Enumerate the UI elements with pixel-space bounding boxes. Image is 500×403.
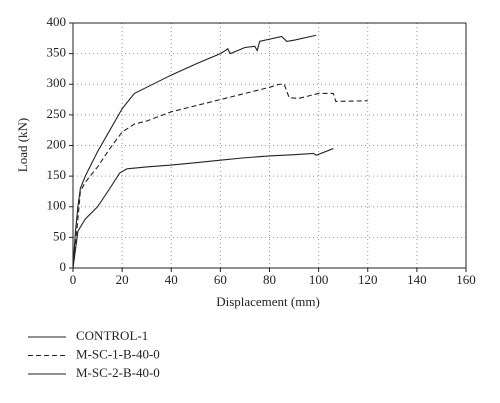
x-tick-label: 40	[165, 272, 178, 287]
x-axis-label: Displacement (mm)	[216, 294, 320, 309]
y-tick-label: 250	[47, 106, 67, 121]
series-line	[72, 148, 334, 269]
x-tick-label: 0	[70, 272, 77, 287]
plot-frame	[72, 22, 467, 269]
legend-label: M-SC-2-B-40-0	[76, 365, 160, 380]
x-tick-label: 120	[358, 272, 378, 287]
legend-label: CONTROL-1	[76, 328, 148, 343]
x-tick-label: 60	[214, 272, 227, 287]
y-tick-label: 350	[47, 45, 67, 60]
x-tick-label: 100	[309, 272, 329, 287]
y-tick-label: 400	[47, 14, 67, 29]
y-axis-label: Load (kN)	[15, 118, 30, 173]
y-tick-label: 50	[53, 228, 66, 243]
x-tick-label: 20	[116, 272, 129, 287]
y-tick-label: 150	[47, 167, 67, 182]
y-tick-label: 100	[47, 198, 67, 213]
x-tick-label: 80	[263, 272, 276, 287]
y-tick-label: 0	[60, 259, 67, 274]
series-line	[72, 83, 368, 269]
legend-label: M-SC-1-B-40-0	[76, 346, 160, 361]
y-tick-label: 200	[47, 136, 67, 151]
series-line	[72, 34, 317, 269]
x-tick-label: 140	[407, 272, 427, 287]
y-tick-label: 300	[47, 75, 67, 90]
x-tick-label: 160	[456, 272, 476, 287]
